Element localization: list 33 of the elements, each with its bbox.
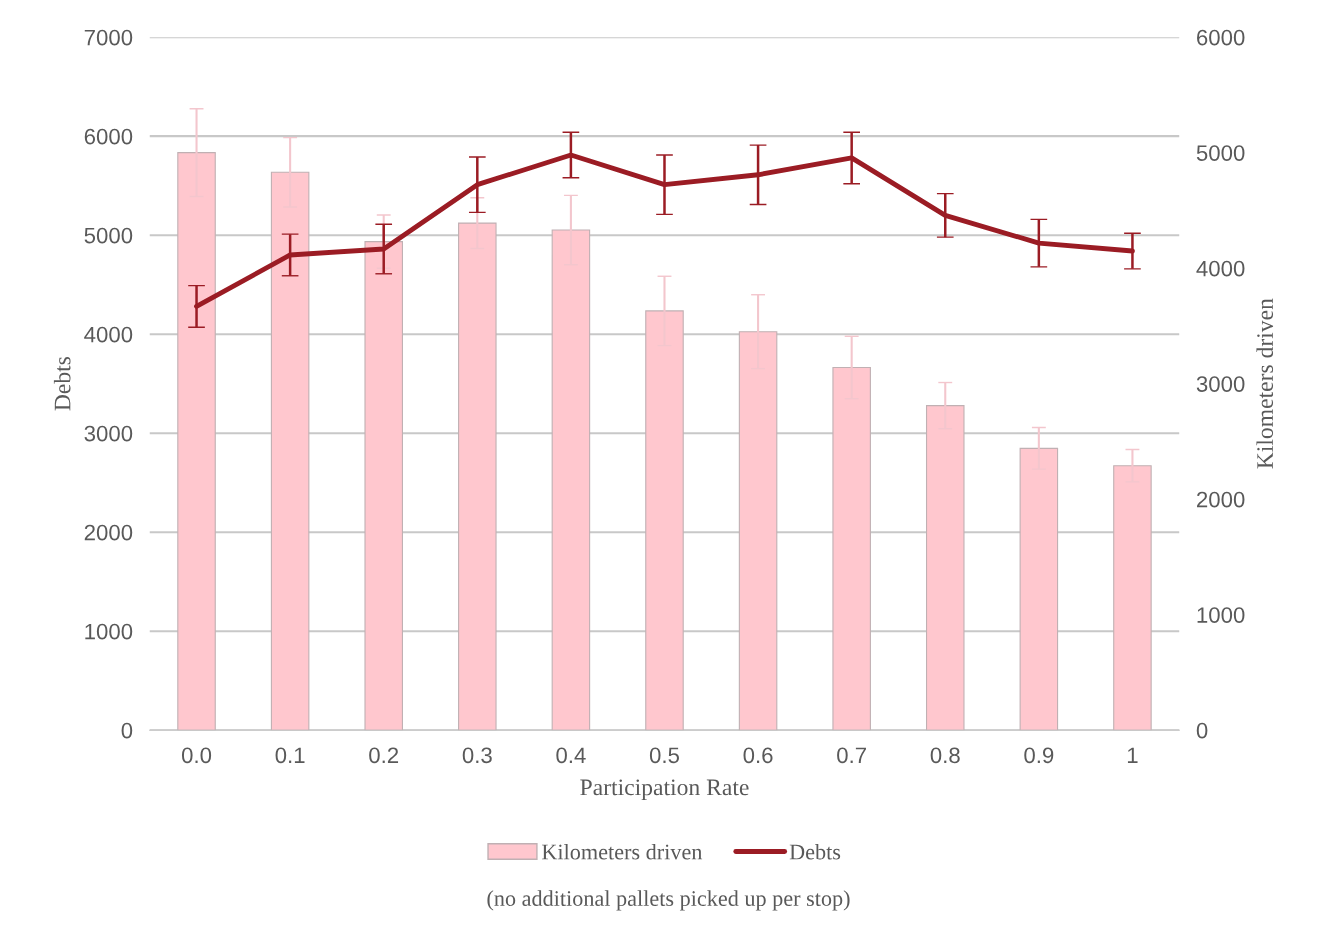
legend-label: Debts bbox=[789, 843, 841, 860]
y-tick-label: 7000 bbox=[84, 29, 133, 46]
x-tick-label: 0.1 bbox=[275, 747, 305, 764]
y2-axis-title: Kilometers driven bbox=[1256, 298, 1274, 469]
bar bbox=[364, 241, 403, 731]
y2-tick-label: 0 bbox=[1196, 722, 1208, 739]
x-tick-label: 0.5 bbox=[649, 747, 679, 764]
y2-tick-label: 6000 bbox=[1197, 29, 1245, 46]
y-tick-label: 5000 bbox=[84, 227, 133, 244]
text: (no additional pallets picked up per stop) bbox=[487, 890, 850, 911]
y-axis-title: Debts bbox=[53, 356, 71, 411]
x-tick-label: 1 bbox=[1127, 747, 1138, 763]
y2-tick-label: 4000 bbox=[1196, 260, 1245, 277]
x-tick-label: 0.9 bbox=[1024, 747, 1054, 764]
x-tick-label: 0.4 bbox=[556, 747, 586, 764]
y-tick-label: 0 bbox=[121, 722, 133, 739]
y2-tick-label: 5000 bbox=[1196, 145, 1245, 161]
x-tick-label: 0.8 bbox=[930, 747, 960, 764]
y-tick-label: 6000 bbox=[84, 128, 133, 145]
x-tick-label: 0.2 bbox=[369, 747, 399, 764]
y-tick-label: 1000 bbox=[85, 623, 133, 640]
x-tick-label: 0.3 bbox=[462, 747, 492, 764]
y2-tick-label: 2000 bbox=[1197, 491, 1245, 508]
y2-tick-label: 3000 bbox=[1196, 376, 1245, 392]
legend-label: Kilometers driven bbox=[542, 843, 703, 860]
x-tick-label: 0.7 bbox=[837, 747, 866, 764]
y-tick-label: 3000 bbox=[84, 425, 133, 442]
x-tick-label: 0.6 bbox=[743, 747, 773, 764]
y2-tick-label: 1000 bbox=[1197, 607, 1245, 623]
y-tick-label: 4000 bbox=[84, 326, 133, 343]
y-tick-label: 2000 bbox=[84, 524, 133, 541]
x-axis-title: Participation Rate bbox=[580, 779, 749, 801]
x-tick-label: 0.0 bbox=[181, 747, 212, 764]
